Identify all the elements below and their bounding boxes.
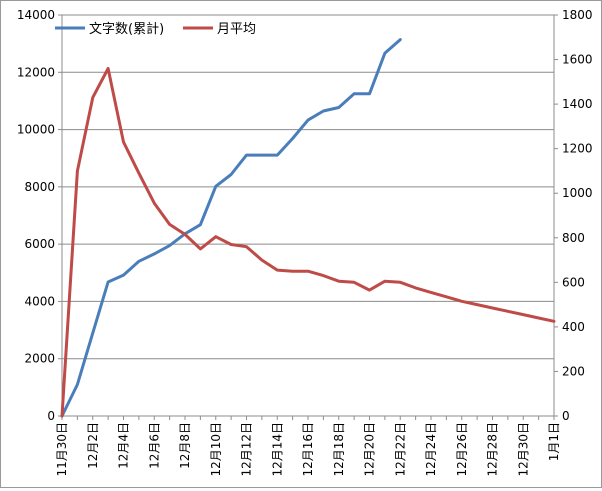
x-tick-label: 11月30日 <box>55 422 69 477</box>
y-left-tick-label: 2000 <box>24 352 55 366</box>
x-tick-label: 12月28日 <box>486 422 500 477</box>
series <box>62 40 554 417</box>
x-tick-label: 12月24日 <box>424 422 438 477</box>
x-tick-label: 12月30日 <box>516 422 530 477</box>
y-right-tick-label: 200 <box>562 364 585 378</box>
y-right-tick-label: 400 <box>562 320 585 334</box>
y-right-tick-label: 1000 <box>562 186 593 200</box>
legend: 文字数(累計) 月平均 <box>55 21 256 37</box>
x-tick-label: 12月14日 <box>270 422 284 477</box>
y-right-tick-label: 0 <box>562 409 570 423</box>
y-right-tick-label: 1200 <box>562 142 593 156</box>
x-tick-label: 12月22日 <box>393 422 407 477</box>
y-left-tick-label: 6000 <box>24 237 55 251</box>
x-tick-label: 12月10日 <box>209 422 223 477</box>
x-tick-label: 12月4日 <box>117 422 131 469</box>
x-tick-label: 1月1日 <box>547 422 561 461</box>
x-tick-label: 12月26日 <box>455 422 469 477</box>
x-tick-label: 12月12日 <box>240 422 254 477</box>
y-left-tick-label: 14000 <box>17 8 55 22</box>
y-right-tick-label: 1600 <box>562 53 593 67</box>
y-right-tick-label: 800 <box>562 231 585 245</box>
y-left-tick-label: 0 <box>47 409 55 423</box>
x-tick-label: 12月16日 <box>301 422 315 477</box>
legend-label-monthly-average: 月平均 <box>217 22 256 37</box>
y-right-tick-label: 1400 <box>562 97 593 111</box>
legend-label-cumulative: 文字数(累計) <box>89 21 164 37</box>
gridlines <box>62 15 554 359</box>
y-right-tick-label: 600 <box>562 275 585 289</box>
x-tick-label: 12月8日 <box>178 422 192 469</box>
x-tick-label: 12月18日 <box>332 422 346 477</box>
y-left-tick-label: 4000 <box>24 294 55 308</box>
y-left-tick-label: 8000 <box>24 180 55 194</box>
y-left-tick-label: 12000 <box>17 65 55 79</box>
y-right-tick-label: 1800 <box>562 8 593 22</box>
x-tick-label: 12月2日 <box>86 422 100 469</box>
x-tick-label: 12月6日 <box>147 422 161 469</box>
y-left-tick-label: 10000 <box>17 123 55 137</box>
x-tick-label: 12月20日 <box>363 422 377 477</box>
